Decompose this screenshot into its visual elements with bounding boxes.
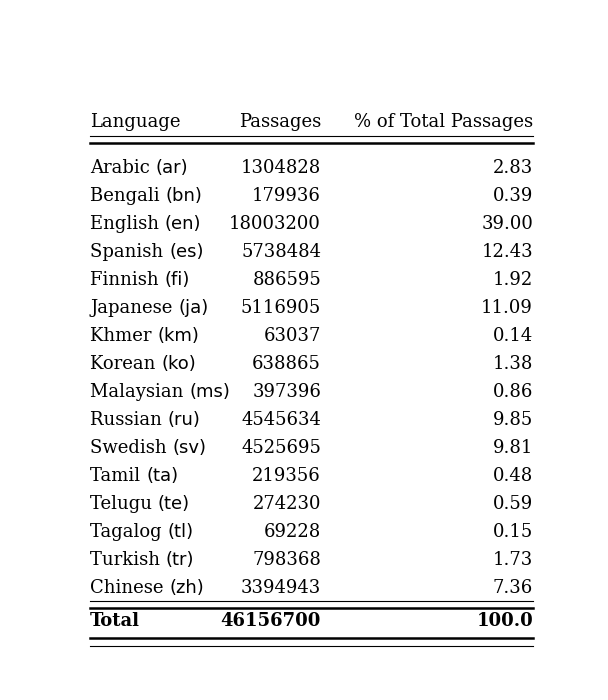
Text: 1.73: 1.73 xyxy=(493,551,533,569)
Text: (ar): (ar) xyxy=(156,158,188,176)
Text: Telugu: Telugu xyxy=(90,495,158,513)
Text: (tr): (tr) xyxy=(166,551,195,569)
Text: (te): (te) xyxy=(158,495,190,513)
Text: Malaysian: Malaysian xyxy=(90,383,189,401)
Text: Tamil: Tamil xyxy=(90,467,146,485)
Text: 100.0: 100.0 xyxy=(476,612,533,630)
Text: (km): (km) xyxy=(157,327,199,344)
Text: English: English xyxy=(90,215,165,232)
Text: 63037: 63037 xyxy=(264,327,321,344)
Text: 4545634: 4545634 xyxy=(241,411,321,429)
Text: 46156700: 46156700 xyxy=(221,612,321,630)
Text: 638865: 638865 xyxy=(252,355,321,372)
Text: 0.86: 0.86 xyxy=(492,383,533,401)
Text: 1304828: 1304828 xyxy=(241,158,321,176)
Text: 3394943: 3394943 xyxy=(241,579,321,597)
Text: Turkish: Turkish xyxy=(90,551,166,569)
Text: Swedish: Swedish xyxy=(90,439,173,457)
Text: Russian: Russian xyxy=(90,411,168,429)
Text: Passages: Passages xyxy=(239,113,321,131)
Text: 5116905: 5116905 xyxy=(241,299,321,316)
Text: (sv): (sv) xyxy=(173,439,207,457)
Text: 179936: 179936 xyxy=(252,187,321,204)
Text: 0.39: 0.39 xyxy=(492,187,533,204)
Text: (tl): (tl) xyxy=(168,523,193,541)
Text: (ko): (ko) xyxy=(161,355,196,372)
Text: (ta): (ta) xyxy=(146,467,178,485)
Text: 11.09: 11.09 xyxy=(481,299,533,316)
Text: 1.38: 1.38 xyxy=(492,355,533,372)
Text: Finnish: Finnish xyxy=(90,271,165,288)
Text: 0.59: 0.59 xyxy=(493,495,533,513)
Text: Korean: Korean xyxy=(90,355,161,372)
Text: (es): (es) xyxy=(169,243,204,260)
Text: 39.00: 39.00 xyxy=(481,215,533,232)
Text: 397396: 397396 xyxy=(252,383,321,401)
Text: 5738484: 5738484 xyxy=(241,243,321,260)
Text: 798368: 798368 xyxy=(252,551,321,569)
Text: Arabic: Arabic xyxy=(90,158,156,176)
Text: 69228: 69228 xyxy=(264,523,321,541)
Text: Bengali: Bengali xyxy=(90,187,165,204)
Text: 18003200: 18003200 xyxy=(229,215,321,232)
Text: (zh): (zh) xyxy=(170,579,204,597)
Text: Chinese: Chinese xyxy=(90,579,170,597)
Text: 12.43: 12.43 xyxy=(482,243,533,260)
Text: (ja): (ja) xyxy=(178,299,209,316)
Text: (fi): (fi) xyxy=(165,271,190,288)
Text: 0.15: 0.15 xyxy=(493,523,533,541)
Text: Total: Total xyxy=(90,612,140,630)
Text: 219356: 219356 xyxy=(252,467,321,485)
Text: 886595: 886595 xyxy=(252,271,321,288)
Text: Japanese: Japanese xyxy=(90,299,178,316)
Text: 9.81: 9.81 xyxy=(492,439,533,457)
Text: 7.36: 7.36 xyxy=(493,579,533,597)
Text: Tagalog: Tagalog xyxy=(90,523,168,541)
Text: 274230: 274230 xyxy=(252,495,321,513)
Text: (bn): (bn) xyxy=(165,187,202,204)
Text: Khmer: Khmer xyxy=(90,327,157,344)
Text: 2.83: 2.83 xyxy=(493,158,533,176)
Text: Language: Language xyxy=(90,113,181,131)
Text: 4525695: 4525695 xyxy=(241,439,321,457)
Text: Spanish: Spanish xyxy=(90,243,169,260)
Text: 0.14: 0.14 xyxy=(493,327,533,344)
Text: 0.48: 0.48 xyxy=(493,467,533,485)
Text: (en): (en) xyxy=(165,215,201,232)
Text: (ms): (ms) xyxy=(189,383,230,401)
Text: 9.85: 9.85 xyxy=(493,411,533,429)
Text: 1.92: 1.92 xyxy=(493,271,533,288)
Text: (ru): (ru) xyxy=(168,411,201,429)
Text: % of Total Passages: % of Total Passages xyxy=(354,113,533,131)
